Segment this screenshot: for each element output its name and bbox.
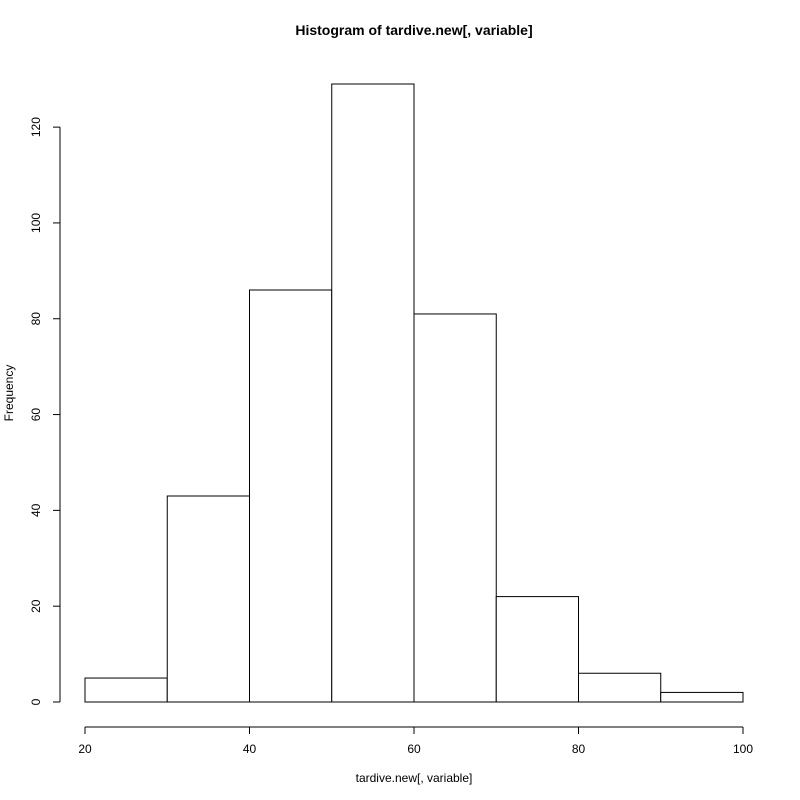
histogram-bar-80-90 — [578, 672, 662, 703]
x-tick-label-80: 80 — [572, 742, 586, 756]
y-tick-label-20: 20 — [29, 599, 43, 613]
histogram-bar-90-100 — [660, 691, 744, 703]
x-tick-label-60: 60 — [407, 742, 421, 756]
y-tick-label-80: 80 — [29, 312, 43, 326]
x-axis-label: tardive.new[, variable] — [356, 771, 473, 785]
x-tick-label-40: 40 — [243, 742, 257, 756]
histogram-bar-50-60 — [331, 83, 415, 703]
y-axis-label: Frequency — [2, 365, 16, 422]
bars-group — [84, 83, 744, 703]
y-tick-label-100: 100 — [29, 213, 43, 233]
y-tick-label-0: 0 — [29, 698, 43, 705]
histogram-bar-60-70 — [413, 313, 497, 703]
chart-title: Histogram of tardive.new[, variable] — [295, 22, 532, 38]
histogram-bar-20-30 — [84, 677, 168, 703]
histogram-bar-70-80 — [495, 596, 579, 703]
x-tick-label-20: 20 — [78, 742, 92, 756]
histogram-bar-30-40 — [166, 495, 250, 703]
y-axis: 0 20 40 60 80 100 120 — [29, 117, 61, 705]
y-tick-label-120: 120 — [29, 117, 43, 137]
x-tick-label-100: 100 — [733, 742, 753, 756]
histogram-bar-40-50 — [249, 289, 333, 703]
y-tick-label-60: 60 — [29, 408, 43, 422]
x-axis: 20 40 60 80 100 — [78, 726, 753, 756]
y-tick-label-40: 40 — [29, 503, 43, 517]
